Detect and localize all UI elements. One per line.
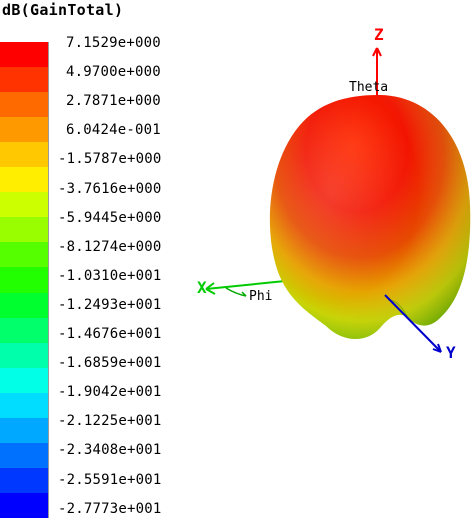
scale-label: -2.5591e+001 — [58, 471, 162, 488]
scale-label: -1.0310e+001 — [58, 267, 162, 284]
legend-title: dB(GainTotal) — [2, 1, 124, 19]
color-swatch — [0, 442, 48, 469]
phi-indicator: Phi — [225, 287, 272, 304]
color-swatch — [0, 192, 48, 218]
color-swatch — [0, 392, 48, 419]
color-swatch — [0, 492, 48, 519]
scale-label: 2.7871e+000 — [66, 93, 161, 110]
scale-label: -5.9445e+000 — [58, 209, 162, 226]
scale-label: -2.1225e+001 — [58, 413, 162, 430]
scale-label: -1.6859e+001 — [58, 355, 162, 372]
color-swatch — [0, 292, 48, 319]
radiation-pattern-3d-plot[interactable]: X Phi Z Theta Y — [180, 0, 474, 523]
x-axis-label: X — [197, 278, 207, 297]
color-swatch — [0, 467, 48, 494]
color-swatch — [0, 92, 48, 118]
scale-label: -2.7773e+001 — [58, 500, 162, 517]
y-axis-label: Y — [446, 343, 456, 362]
color-swatch — [0, 67, 48, 93]
scale-label: -1.5787e+000 — [58, 151, 162, 168]
scale-label: -1.4676e+001 — [58, 326, 162, 342]
color-swatch — [0, 217, 48, 243]
scale-label: 7.1529e+000 — [66, 35, 161, 51]
color-swatch — [0, 267, 48, 294]
theta-label: Theta — [349, 80, 388, 95]
color-swatch — [0, 167, 48, 193]
color-swatch — [0, 242, 48, 268]
color-swatch — [0, 117, 48, 143]
color-swatch — [0, 42, 48, 68]
color-scale-bar — [0, 42, 49, 519]
color-swatch — [0, 367, 48, 394]
color-swatch — [0, 417, 48, 444]
scale-label: 4.9700e+000 — [66, 64, 161, 81]
scale-label: -3.7616e+000 — [58, 180, 162, 197]
scale-label: 6.0424e-001 — [66, 122, 161, 139]
color-swatch — [0, 142, 48, 168]
scale-label: -1.9042e+001 — [58, 384, 162, 401]
z-axis-label: Z — [374, 25, 384, 44]
color-swatch — [0, 342, 48, 369]
color-swatch — [0, 317, 48, 344]
scale-label: -1.2493e+001 — [58, 296, 162, 313]
radiation-lobe — [269, 95, 471, 340]
scale-label: -2.3408e+001 — [58, 442, 162, 459]
y-axis: Y — [384, 294, 456, 362]
phi-label: Phi — [249, 289, 272, 304]
scale-label: -8.1274e+000 — [58, 238, 162, 255]
